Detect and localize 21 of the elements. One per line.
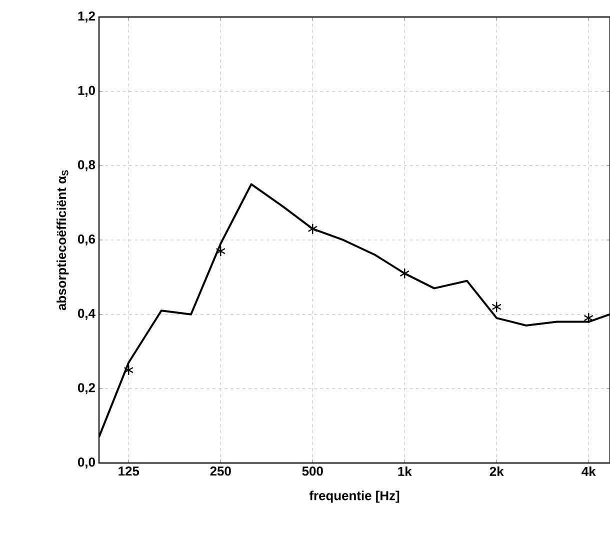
y-tick-label: 0,8: [78, 160, 96, 172]
x-axis-title: frequentie [Hz]: [309, 490, 400, 503]
y-tick-label: 0,2: [78, 383, 95, 394]
x-tick-label: 4k: [582, 466, 596, 476]
y-tick-label: 1,0: [78, 86, 95, 97]
point: [400, 268, 410, 280]
y-tick-label: 0,6: [78, 234, 96, 246]
x-tick-label: 125: [118, 466, 140, 476]
x-tick-label: 1k: [398, 466, 412, 476]
point: [492, 301, 502, 312]
x-tick-label: 250: [210, 466, 231, 476]
point: [124, 364, 134, 376]
y-tick-label: 1,2: [78, 11, 95, 23]
point: [308, 223, 318, 234]
x-tick-label: 500: [302, 466, 323, 476]
point: [216, 246, 226, 257]
x-tick-label: 2k: [490, 466, 504, 476]
y-tick-label: 0,0: [78, 457, 95, 469]
y-axis-title: absorptiecoëfficiënt α$_{S}$: [56, 170, 69, 310]
point: [584, 312, 594, 324]
y-tick-label: 0,4: [78, 308, 96, 320]
